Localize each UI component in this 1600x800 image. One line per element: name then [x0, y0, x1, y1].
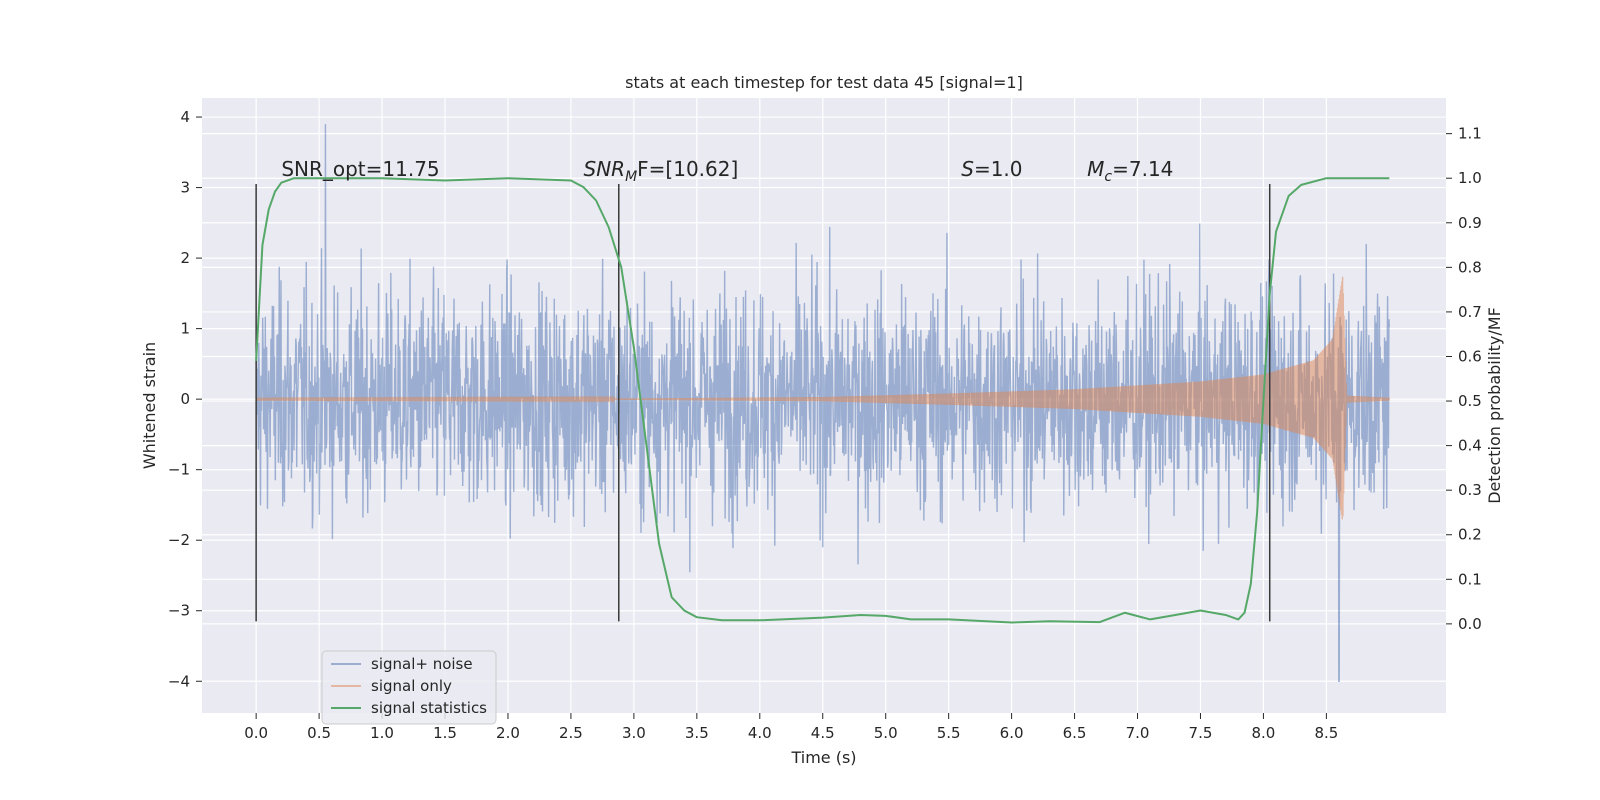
- legend-label: signal statistics: [371, 699, 487, 717]
- y-right-tick-label: 0.7: [1458, 303, 1482, 321]
- y-right-tick-label: 0.6: [1458, 347, 1482, 365]
- x-axis-label: Time (s): [790, 748, 856, 767]
- annotation-snr-opt: SNR_opt=11.75: [281, 157, 439, 181]
- y-left-tick-label: 0: [180, 390, 190, 408]
- y-left-axis-label: Whitened strain: [140, 342, 159, 469]
- x-tick-label: 6.5: [1063, 724, 1087, 742]
- y-left-tick-label: 4: [180, 108, 190, 126]
- annotation-tail: =7.14: [1112, 157, 1173, 181]
- annotation-snr-mf: SNRMF=[10.62]: [584, 157, 739, 185]
- y-right-tick-label: 0.9: [1458, 214, 1482, 232]
- x-tick-label: 5.5: [937, 724, 961, 742]
- chart-title: stats at each timestep for test data 45 …: [625, 73, 1023, 92]
- y-left-tick-label: 1: [180, 320, 190, 338]
- y-right-tick-label: 0.5: [1458, 392, 1482, 410]
- x-tick-label: 0.0: [244, 724, 268, 742]
- x-tick-label: 8.5: [1314, 724, 1338, 742]
- annotation-sub: M: [625, 169, 637, 185]
- annotation-tail: F=[10.62]: [637, 157, 738, 181]
- series-signal-only: [255, 276, 1391, 520]
- x-tick-label: 8.0: [1251, 724, 1275, 742]
- y-right-tick-label: 1.1: [1458, 125, 1482, 143]
- x-tick-label: 1.0: [370, 724, 394, 742]
- y-right-tick-label: 1.0: [1458, 169, 1482, 187]
- legend-label: signal+ noise: [371, 655, 473, 673]
- annotation-mc-value: Mc=7.14: [1087, 157, 1173, 185]
- x-tick-label: 6.0: [1000, 724, 1024, 742]
- x-tick-label: 3.0: [622, 724, 646, 742]
- y-right-tick-label: 0.8: [1458, 258, 1482, 276]
- x-tick-label: 2.0: [496, 724, 520, 742]
- annotation-main: M: [1087, 157, 1104, 181]
- annotation-main: SNR: [584, 157, 626, 181]
- y-left-tick-label: −4: [168, 672, 190, 690]
- x-tick-label: 7.0: [1126, 724, 1150, 742]
- x-tick-label: 0.5: [307, 724, 331, 742]
- series-signal-statistics: [255, 177, 1390, 624]
- x-tick-label: 5.0: [874, 724, 898, 742]
- y-left-tick-label: −2: [168, 531, 190, 549]
- y-left-tick-label: −3: [168, 602, 190, 620]
- y-right-tick-label: 0.3: [1458, 481, 1482, 499]
- y-right-tick-label: 0.0: [1458, 615, 1482, 633]
- y-right-axis-label: Detection probability/MF: [1485, 307, 1504, 504]
- annotation-main: S: [961, 157, 974, 181]
- legend: signal+ noise signal only signal statistic…: [321, 650, 497, 725]
- x-tick-label: 3.5: [685, 724, 709, 742]
- y-left-tick-label: −1: [168, 461, 190, 479]
- y-left-tick-label: 2: [180, 249, 190, 267]
- x-tick-label: 1.5: [433, 724, 457, 742]
- legend-label: signal only: [371, 677, 452, 695]
- annotation-s-value: S=1.0: [961, 157, 1022, 181]
- x-tick-label: 4.5: [811, 724, 835, 742]
- x-tick-label: 4.0: [748, 724, 772, 742]
- annotation-tail: =1.0: [974, 157, 1023, 181]
- y-right-tick-label: 0.2: [1458, 526, 1482, 544]
- y-right-tick-label: 0.4: [1458, 437, 1482, 455]
- legend-box: [321, 650, 497, 725]
- y-right-tick-label: 0.1: [1458, 570, 1482, 588]
- annotation-sub: c: [1104, 169, 1112, 185]
- x-tick-label: 2.5: [559, 724, 583, 742]
- y-left-tick-label: 3: [180, 179, 190, 197]
- x-tick-label: 7.5: [1189, 724, 1213, 742]
